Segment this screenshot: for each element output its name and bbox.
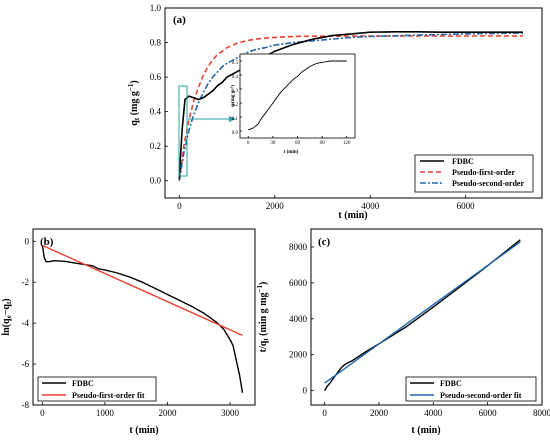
- inset-x-tick-label: 90: [320, 141, 326, 146]
- panel-c-legend-box: [405, 376, 537, 402]
- panel-b-x-ticks: 0 1000 2000 3000: [40, 402, 239, 418]
- inset-x-tick-label: 0: [247, 141, 250, 146]
- panel-a-y-ticks: 0.0 0.2 0.4 0.6 0.8 1.0: [150, 3, 168, 186]
- panel-a-label: (a): [173, 14, 186, 26]
- a-x-tick-label: 0: [177, 201, 182, 211]
- c-x-tick-label: 8000: [533, 408, 550, 418]
- panel-a-zoom-box: [178, 85, 188, 177]
- panel-a: (a) 0 2000 4000 6000 0.0 0.2 0.4 0.6 0.8 1.0 t (…: [127, 3, 543, 221]
- inset-y-tick-label: 0.4: [232, 75, 239, 80]
- panel-c-plot-frame: [310, 228, 543, 406]
- legend-b-label-fit: Pseudo-first-order fit: [72, 391, 145, 400]
- panel-c-y-ticks: 0 2000 4000 6000 8000: [289, 242, 314, 396]
- legend-a-label-fdbc: FDBC: [452, 157, 474, 166]
- a-x-tick-label: 4000: [361, 201, 380, 211]
- c-x-tick-label: 2000: [370, 408, 389, 418]
- panel-c: (c) 0 2000 4000 6000 8000 02000400060008000 …: [256, 228, 550, 436]
- b-x-tick-label: 3000: [221, 408, 240, 418]
- b-y-tick-label: -2: [22, 277, 30, 287]
- inset-y-tick-label: 0.1: [232, 117, 239, 122]
- c-y-tick-label: 6000: [289, 278, 308, 288]
- panel-a-legend-box: [414, 154, 534, 193]
- a-x-tick-label: 6000: [457, 201, 476, 211]
- inset-y-axis-label: q (mg g⁻¹): [230, 85, 236, 107]
- panel-c-series-pseudo-second-order-fit: [324, 241, 521, 384]
- inset-y-ticks: 0.0 0.1 0.2 0.3 0.4 0.5: [232, 60, 242, 136]
- inset-series: [248, 60, 347, 131]
- panel-b-series: [41, 244, 244, 393]
- inset-y-tick-label: 0.3: [232, 89, 239, 94]
- panel-b-plot-frame: [32, 228, 256, 406]
- c-x-tick-label: 4000: [424, 408, 443, 418]
- a-y-tick-label: 0.4: [150, 107, 162, 117]
- panel-c-series-fdbc: [323, 239, 521, 391]
- c-x-tick-label: 0: [322, 408, 327, 418]
- c-y-tick-label: 8000: [289, 242, 308, 252]
- panel-a-x-axis-label: t (min): [338, 210, 367, 221]
- b-x-tick-label: 1000: [96, 408, 115, 418]
- b-y-tick-label: -6: [22, 359, 30, 369]
- a-y-tick-label: 0.6: [150, 72, 162, 82]
- panel-c-legend: FDBC Pseudo-second-order fit: [405, 376, 537, 402]
- panel-a-inset: 0 30 60 90 120 0.0 0.1 0.2 0.3 0.4 0.5 t (min) q …: [230, 53, 356, 155]
- b-x-tick-label: 0: [40, 408, 45, 418]
- inset-x-axis-label: t (min): [284, 150, 299, 155]
- legend-c-label-fdbc: FDBC: [440, 379, 462, 388]
- b-y-tick-label: 0: [25, 236, 30, 246]
- c-y-tick-label: 0: [303, 386, 308, 396]
- panel-c-label: (c): [318, 236, 331, 248]
- b-y-tick-label: -4: [22, 318, 30, 328]
- panel-b-series-pseudo-first-order-fit: [42, 244, 243, 337]
- inset-y-tick-label: 0.5: [232, 61, 239, 66]
- inset-y-tick-label: 0.0: [232, 131, 239, 136]
- panel-a-series-pseudo-first-order: [178, 35, 523, 181]
- panel-b-legend: FDBC Pseudo-first-order fit: [37, 376, 157, 402]
- panel-a-legend: FDBC Pseudo-first-order Pseudo-second-or…: [414, 154, 534, 193]
- inset-x-tick-label: 120: [343, 141, 351, 146]
- legend-a-label-pso: Pseudo-second-order: [452, 179, 524, 188]
- a-y-tick-label: 0.2: [150, 141, 161, 151]
- legend-b-label-fdbc: FDBC: [72, 379, 94, 388]
- panel-c-x-axis-label: t (min): [411, 425, 440, 436]
- panel-b-label: (b): [40, 236, 54, 248]
- panel-b: (b) 0 1000 2000 3000 0 -2 -4 -6 -8 t (min) ln(q…: [1, 228, 256, 436]
- panel-a-y-axis-label: qt (mg g−1): [127, 80, 141, 125]
- a-y-tick-label: 0.0: [150, 176, 162, 186]
- panel-a-x-ticks: 0 2000 4000 6000: [177, 195, 475, 211]
- panel-b-x-axis-label: t (min): [129, 425, 158, 436]
- a-y-tick-label: 1.0: [150, 3, 162, 13]
- panel-c-y-axis-label: t/qt (min g mg−1): [256, 282, 270, 353]
- inset-y-tick-label: 0.2: [232, 103, 239, 108]
- inset-series-fdbc: [248, 60, 347, 131]
- c-x-tick-label: 6000: [479, 408, 498, 418]
- panel-a-plot-frame: [164, 7, 543, 199]
- panel-b-series-fdbc: [41, 245, 244, 393]
- c-y-tick-label: 2000: [289, 350, 308, 360]
- panel-c-series: [323, 239, 521, 391]
- b-x-tick-label: 2000: [158, 408, 177, 418]
- legend-a-label-pfo: Pseudo-first-order: [452, 168, 516, 177]
- inset-x-tick-label: 30: [270, 141, 276, 146]
- panel-b-y-ticks: 0 -2 -4 -6 -8: [22, 236, 36, 410]
- a-y-tick-label: 0.8: [150, 38, 162, 48]
- panel-a-zoom-arrowhead: [229, 116, 236, 122]
- inset-frame: [239, 53, 356, 139]
- inset-x-tick-label: 60: [295, 141, 301, 146]
- a-x-tick-label: 2000: [266, 201, 285, 211]
- panel-c-x-ticks: 0 2000 4000 6000 8000: [322, 402, 550, 418]
- c-y-tick-label: 4000: [289, 314, 308, 324]
- legend-c-label-fit: Pseudo-second-order fit: [440, 391, 522, 400]
- panel-b-legend-box: [37, 376, 157, 402]
- panel-b-y-axis-label: ln(qe−qt): [1, 298, 13, 335]
- b-y-tick-label: -8: [22, 400, 30, 410]
- inset-x-ticks: 0 30 60 90 120: [247, 136, 351, 146]
